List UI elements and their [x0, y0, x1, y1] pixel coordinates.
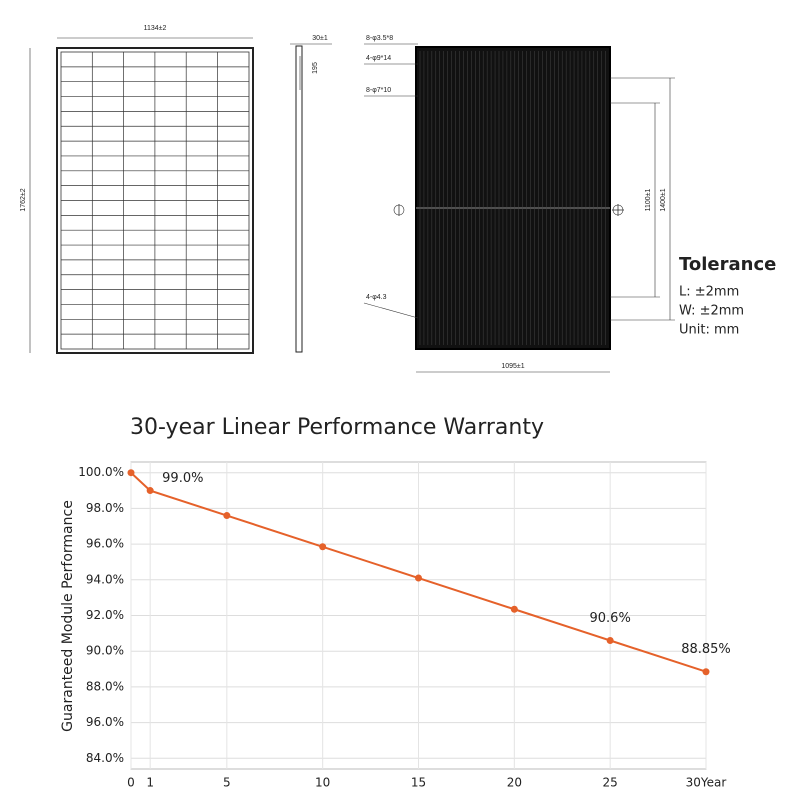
hole-label: 4-φ9*14 [366, 55, 391, 62]
y-tick-label: 96.0% [86, 715, 124, 729]
x-tick-label: 0 [127, 776, 135, 790]
y-tick-label: 98.0% [86, 501, 124, 515]
dim-label: 1400±1 [660, 188, 667, 211]
tolerance-line: L: ±2mm [679, 285, 739, 300]
hole-label: 8-φ3.5*8 [366, 35, 393, 42]
tolerance-title: Tolerance [679, 254, 776, 275]
data-point [319, 543, 327, 551]
data-point [146, 487, 154, 495]
leader [363, 302, 419, 319]
tolerance-line: W: ±2mm [679, 304, 744, 319]
x-tick-label: 30Year [686, 776, 727, 790]
dim-label: 30±1 [312, 35, 328, 42]
y-tick-label: 84.0% [86, 751, 124, 765]
value-label: 90.6% [590, 611, 631, 626]
side-view [295, 45, 303, 353]
back-panel [415, 46, 611, 350]
tolerance-line: Unit: mm [679, 323, 739, 338]
dim-label: 1762±2 [20, 188, 27, 211]
dim-label: 195 [312, 62, 319, 74]
x-tick-label: 20 [507, 776, 522, 790]
frame [56, 47, 254, 354]
hole-label: 4-φ4.3 [366, 294, 387, 301]
y-tick-label: 96.0% [86, 537, 124, 551]
back-view [415, 46, 611, 350]
value-label: 88.85% [681, 642, 731, 657]
x-tick-label: 15 [411, 776, 426, 790]
data-point [127, 469, 135, 477]
y-tick-label: 92.0% [86, 608, 124, 622]
y-tick-label: 100.0% [78, 465, 124, 479]
x-tick-label: 1 [146, 776, 154, 790]
y-axis-label: Guaranteed Module Performance [60, 500, 76, 732]
data-point [510, 605, 518, 613]
front-view [29, 37, 254, 354]
data-point [606, 636, 614, 644]
dim-label: 1100±1 [645, 189, 652, 212]
data-point [415, 574, 422, 582]
data-point [702, 668, 710, 676]
value-label: 99.0% [162, 471, 203, 486]
y-tick-label: 90.0% [86, 644, 124, 658]
y-tick-label: 88.0% [86, 679, 124, 693]
cell-area [60, 51, 250, 350]
data-point [223, 512, 231, 520]
y-tick-label: 94.0% [86, 572, 124, 586]
dim-label: 1095±1 [501, 363, 524, 370]
hole-label: 8-φ7*10 [366, 87, 391, 94]
chart-title: 30-year Linear Performance Warranty [130, 415, 544, 440]
dim-label: 1134±2 [144, 25, 167, 32]
x-tick-label: 25 [603, 776, 618, 790]
x-tick-label: 10 [315, 776, 330, 790]
x-tick-label: 5 [223, 776, 231, 790]
performance-line [130, 471, 707, 673]
